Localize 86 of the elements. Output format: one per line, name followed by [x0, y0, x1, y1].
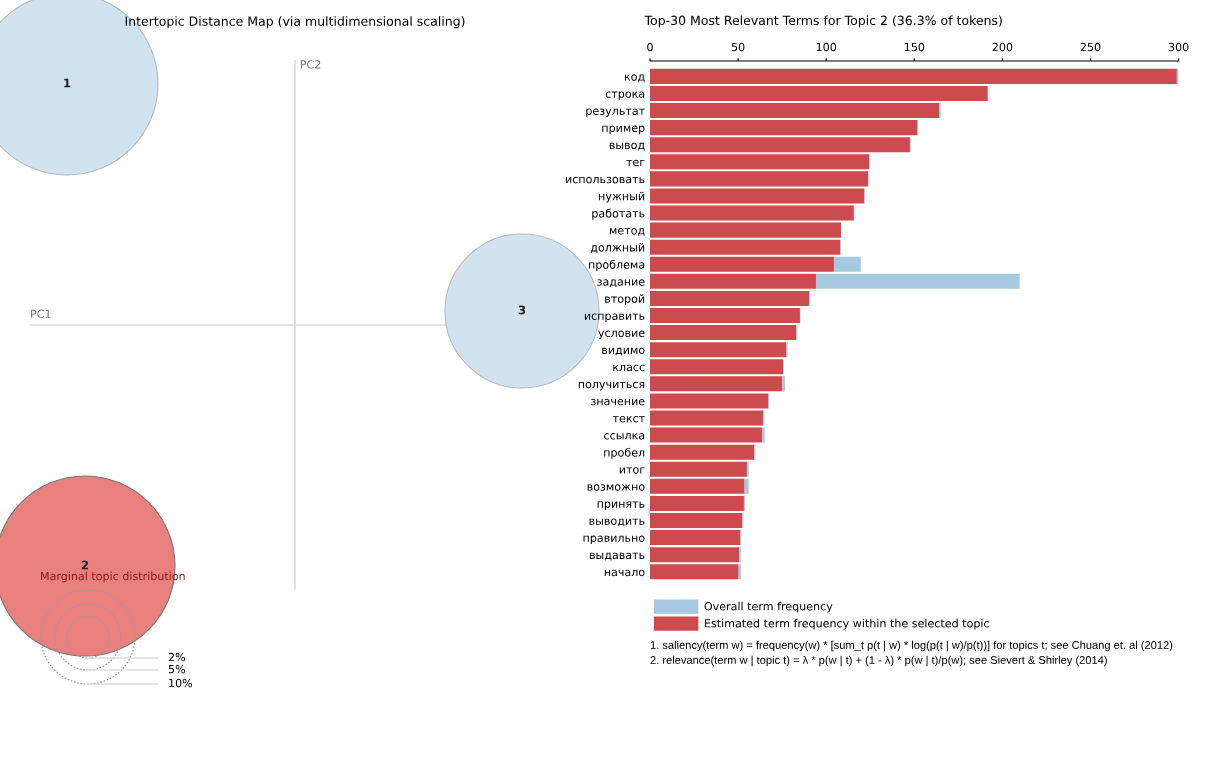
y-tick-label: текст	[612, 416, 645, 423]
bar	[650, 512, 742, 529]
y-tick-label: ссылка	[604, 433, 645, 440]
x-tick-label: 0	[647, 42, 653, 52]
x-tick-label: 100	[816, 42, 837, 52]
bar	[744, 478, 749, 494]
bar	[650, 137, 910, 153]
bar	[650, 427, 763, 443]
bar	[650, 256, 834, 272]
text: 2	[81, 560, 89, 570]
text: 3	[518, 305, 526, 315]
legend-label: Overall term frequency	[704, 601, 833, 613]
y-tick-label: видимо	[602, 347, 645, 356]
text: 2. relevance(term w | topic t) = λ * p(w | t) + (1 - λ) * p(w | t)/p(w); see Sievert & Shirley (2014)	[650, 655, 1107, 667]
bar	[650, 222, 841, 238]
y-tick-label: нужный	[599, 191, 645, 203]
y-tick-label: должный	[590, 243, 645, 253]
text: Intertopic Distance Map (via multidimensional scaling)	[125, 16, 465, 29]
text: PC2	[300, 60, 321, 69]
bar	[782, 376, 785, 392]
y-tick-label: выводить	[589, 518, 645, 527]
bar	[833, 256, 861, 272]
bar	[650, 103, 940, 119]
bar	[650, 325, 797, 341]
y-tick-label: возможно	[587, 484, 645, 491]
y-tick-label: работать	[592, 208, 645, 220]
bar	[650, 120, 918, 136]
bar	[650, 530, 741, 546]
legend-label: Estimated term frequency within the selected topic	[705, 618, 989, 630]
bar	[815, 273, 1020, 289]
y-tick-label: использовать	[566, 176, 645, 184]
y-tick-label: исправить	[584, 313, 645, 323]
y-tick-label: итог	[619, 467, 645, 474]
y-tick-label: результат	[586, 108, 645, 118]
text: 5%	[168, 664, 186, 674]
bar	[650, 444, 755, 460]
y-tick-label: строка	[605, 91, 645, 100]
bar	[650, 273, 816, 289]
y-tick-label: проблема	[589, 259, 645, 271]
text: 10%	[169, 678, 193, 688]
y-tick-label: начало	[604, 569, 645, 577]
x-tick-label: 200	[992, 42, 1013, 52]
y-tick-label: вывод	[609, 142, 645, 151]
bar	[650, 376, 783, 392]
bar	[650, 342, 787, 358]
text: PC1	[31, 309, 51, 319]
x-tick-label: 150	[904, 42, 925, 52]
bar	[650, 239, 841, 255]
y-tick-label: код	[624, 74, 645, 83]
x-tick-label: 50	[731, 42, 745, 52]
y-tick-label: пробел	[604, 447, 645, 459]
bar	[650, 171, 869, 187]
bar	[650, 478, 745, 494]
bar	[650, 205, 854, 221]
bar	[762, 427, 765, 443]
y-tick-label: получиться	[578, 381, 645, 391]
y-tick-label: принять	[597, 501, 645, 510]
bar	[650, 495, 744, 511]
y-tick-label: задание	[597, 279, 645, 288]
bar	[650, 547, 739, 563]
y-tick-label: правильно	[583, 535, 645, 545]
bar	[650, 461, 747, 477]
y-tick-label: пример	[602, 125, 645, 135]
bar	[650, 308, 800, 324]
y-tick-label: условие	[598, 330, 645, 340]
bar	[650, 290, 810, 306]
bar	[650, 68, 1177, 84]
text: 1	[64, 78, 71, 88]
bar	[650, 85, 988, 101]
y-tick-label: тег	[626, 159, 645, 167]
bar	[650, 410, 763, 426]
x-tick-label: 300	[1168, 42, 1189, 52]
y-tick-label: второй	[605, 294, 645, 305]
bar	[650, 564, 739, 580]
bar	[650, 188, 865, 204]
text: 2%	[168, 652, 186, 662]
bar	[650, 393, 769, 409]
y-tick-label: класс	[613, 364, 645, 372]
bar	[650, 359, 784, 375]
bar	[650, 154, 870, 170]
y-tick-label: значение	[591, 398, 645, 406]
y-tick-label: выдавать	[589, 552, 645, 561]
x-tick-label: 250	[1080, 42, 1101, 52]
chart-title: Top-30 Most Relevant Terms for Topic 2 (36.3% of tokens)	[644, 15, 1002, 28]
y-tick-label: метод	[609, 228, 645, 236]
text: 1. saliency(term w) = frequency(w) * [sum_t p(t | w) * log(p(t | w)/p(t))] for topics t; see Chuang et. al (2012)	[650, 640, 1173, 652]
